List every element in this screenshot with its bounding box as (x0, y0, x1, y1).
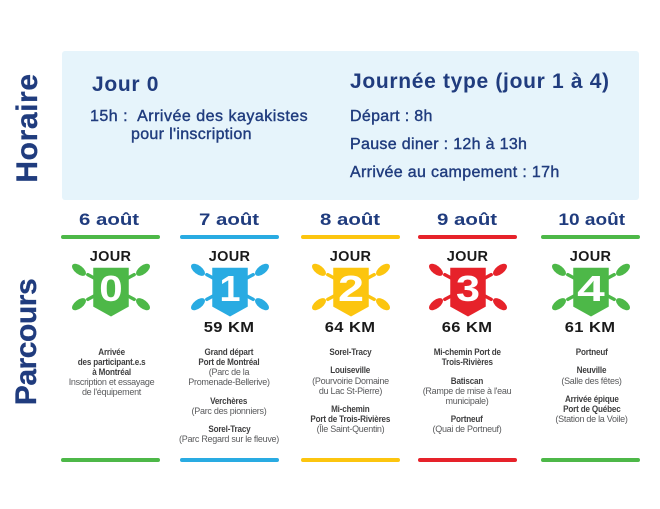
svg-text:0: 0 (100, 270, 123, 310)
svg-text:4: 4 (577, 269, 605, 309)
svg-text:1: 1 (219, 269, 240, 309)
svg-text:2: 2 (337, 268, 363, 309)
svg-text:3: 3 (455, 269, 479, 309)
